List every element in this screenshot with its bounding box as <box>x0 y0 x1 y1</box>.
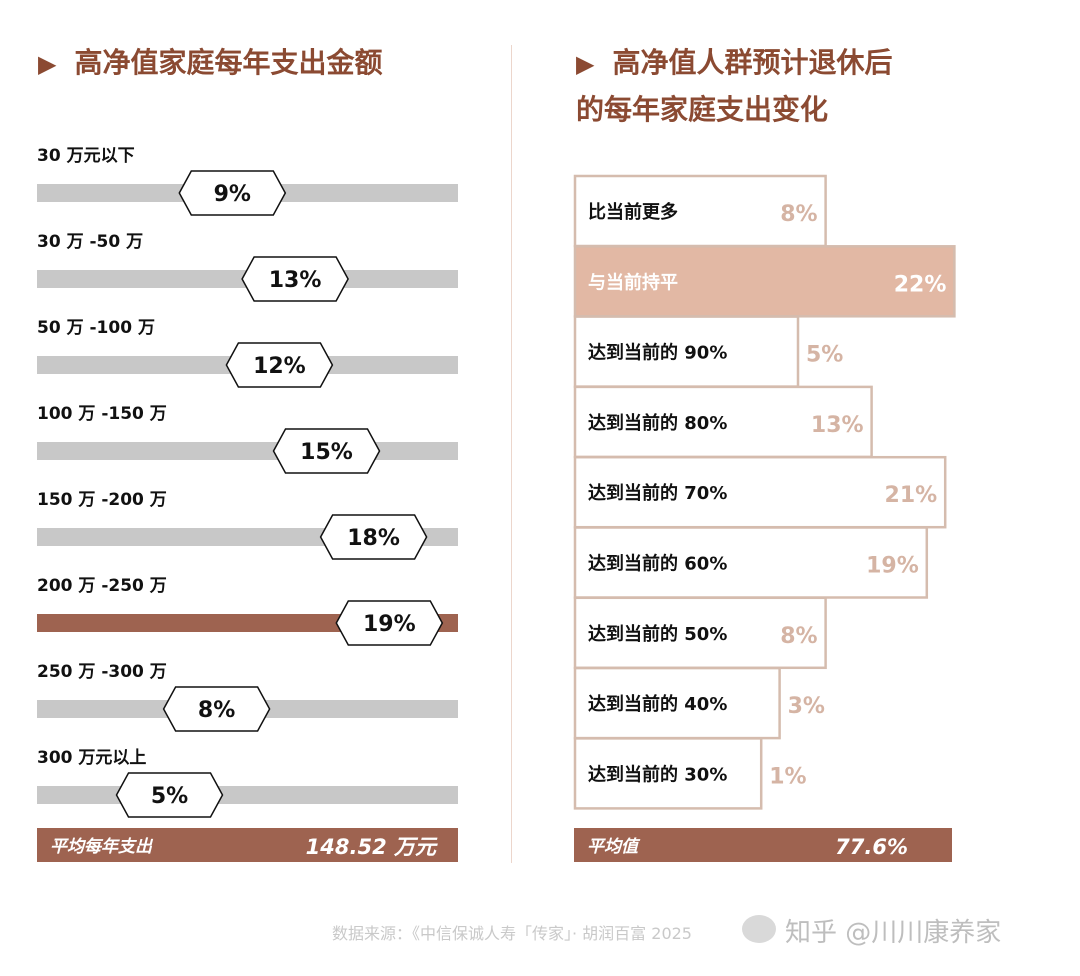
value-label: 19% <box>866 554 919 579</box>
value-hexagon <box>178 170 287 216</box>
value-hexagon <box>115 772 224 818</box>
value-label: 13% <box>811 413 864 438</box>
category-label: 150 万 -200 万 <box>37 490 167 510</box>
value-label: 13% <box>269 268 322 293</box>
value-label: 1% <box>769 764 806 789</box>
value-label: 19% <box>363 612 416 637</box>
category-label: 与当前持平 <box>588 271 678 293</box>
value-hexagon <box>162 686 271 732</box>
wechat-icon <box>742 915 776 943</box>
category-label: 达到当前的 40% <box>588 693 727 715</box>
value-hexagon <box>272 428 381 474</box>
bar-track <box>37 786 458 804</box>
left-chart-title: ▶ 高净值家庭每年支出金额 <box>38 40 382 87</box>
bar-track <box>37 442 458 460</box>
bar-box <box>573 174 827 248</box>
category-label: 250 万 -300 万 <box>37 662 167 682</box>
bar-box <box>573 737 763 810</box>
category-label: 30 万元以下 <box>37 146 135 166</box>
divider <box>511 45 512 863</box>
value-label: 5% <box>806 343 843 368</box>
category-label: 达到当前的 30% <box>588 763 727 785</box>
category-label: 300 万元以上 <box>37 748 146 768</box>
watermark: 知乎 @川川康养家 <box>785 918 1002 948</box>
category-label: 达到当前的 50% <box>588 623 727 645</box>
summary-value: 148.52 万元 <box>306 835 438 859</box>
category-label: 100 万 -150 万 <box>37 404 167 424</box>
value-label: 3% <box>788 694 825 719</box>
value-hexagon <box>241 256 349 302</box>
category-label: 30 万 -50 万 <box>37 232 143 252</box>
triangle-icon: ▶ <box>38 50 57 78</box>
summary-bar <box>37 828 458 862</box>
right-title-line-1: 高净值人群预计退休后 <box>612 46 893 79</box>
bar-box <box>573 245 956 318</box>
summary-label: 平均每年支出 <box>50 837 154 857</box>
value-label: 15% <box>300 440 353 465</box>
category-label: 达到当前的 80% <box>588 412 727 434</box>
value-hexagon <box>225 342 334 388</box>
value-label: 8% <box>780 202 817 227</box>
source-note: 数据来源：《中信保诚人寿「传家」· 胡润百富 2025 <box>332 924 692 943</box>
value-label: 21% <box>885 483 938 508</box>
value-hexagon <box>335 600 444 646</box>
value-label: 8% <box>198 698 235 723</box>
value-label: 12% <box>253 354 306 379</box>
value-hexagon <box>319 514 428 560</box>
value-label: 22% <box>894 272 947 297</box>
bar-box <box>573 666 781 740</box>
bar-box <box>573 526 929 599</box>
right-title-line-2: 的每年家庭支出变化 <box>576 93 829 126</box>
value-label: 9% <box>214 182 251 207</box>
bar-box <box>573 596 827 670</box>
category-label: 200 万 -250 万 <box>37 576 167 596</box>
value-label: 5% <box>151 784 188 809</box>
summary-bar <box>574 828 952 862</box>
triangle-icon: ▶ <box>576 50 595 78</box>
category-label: 50 万 -100 万 <box>37 318 155 338</box>
value-label: 8% <box>780 624 817 649</box>
summary-label: 平均值 <box>587 837 641 857</box>
bar-box <box>573 455 947 529</box>
category-label: 达到当前的 60% <box>588 553 727 575</box>
category-label: 比当前更多 <box>588 201 678 223</box>
value-label: 18% <box>347 526 400 551</box>
right-chart-title: ▶ 高净值人群预计退休后的每年家庭支出变化 <box>576 40 892 133</box>
category-label: 达到当前的 90% <box>588 342 727 364</box>
category-label: 达到当前的 70% <box>588 482 727 504</box>
summary-value: 77.6% <box>835 835 908 859</box>
left-title-text: 高净值家庭每年支出金额 <box>74 46 383 79</box>
